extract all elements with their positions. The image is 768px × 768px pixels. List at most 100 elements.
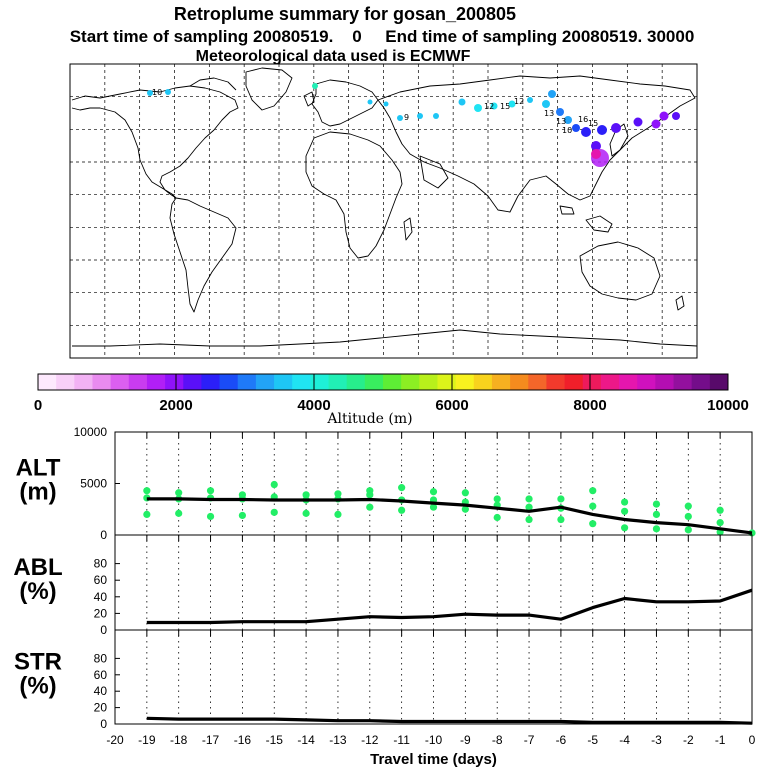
panel-label-name: ALT xyxy=(16,454,61,481)
colorbar-cell xyxy=(383,374,402,390)
scatter-point xyxy=(621,498,629,506)
colorbar-frame xyxy=(37,373,729,391)
scatter-point xyxy=(652,525,661,533)
map-label-dateline: 10 xyxy=(152,88,162,97)
colorbar-cell xyxy=(110,374,130,390)
x-tick-label: -8 xyxy=(492,733,503,747)
panel-label-name: STR xyxy=(14,648,62,675)
panel-alt: 10000 5000 0 ALT(m) xyxy=(16,425,756,542)
scatter-point xyxy=(461,489,469,497)
scatter-point xyxy=(175,489,183,497)
scatter-point xyxy=(270,508,278,516)
y-tick-label: 40 xyxy=(94,684,108,698)
x-tick-label: -20 xyxy=(106,733,124,747)
colorbar-cell xyxy=(328,374,348,390)
time-series-panels: 1000050000ALT(m)806040200ABL(%)806040200… xyxy=(13,425,755,768)
colorbar-cell xyxy=(92,374,112,390)
panel-frame xyxy=(114,629,753,725)
scatter-point xyxy=(621,507,629,515)
scatter-point xyxy=(557,515,565,524)
colorbar-cell xyxy=(74,374,93,390)
scatter-point xyxy=(525,515,533,524)
x-axis-label: Travel time (days) xyxy=(370,751,497,768)
scatter-point xyxy=(206,487,215,495)
colorbar-cell xyxy=(274,374,293,390)
x-tick-label: -17 xyxy=(202,733,220,747)
x-tick-label: 0 xyxy=(749,733,756,747)
scatter-point xyxy=(621,524,629,532)
colorbar-cell xyxy=(473,374,493,390)
colorbar-cell xyxy=(691,374,711,390)
x-tick-label: -2 xyxy=(683,733,694,747)
colorbar-cell xyxy=(310,374,329,390)
world-map: 10 12 13 15 16 10 15 13 9 12 xyxy=(69,63,698,359)
y-tick-label: 10000 xyxy=(74,425,108,439)
colorbar-cell xyxy=(528,374,547,390)
x-tick-label: -3 xyxy=(651,733,662,747)
scatter-point xyxy=(684,526,692,534)
colorbar-cell xyxy=(346,374,366,390)
scatter-point xyxy=(493,495,501,503)
scatter-point xyxy=(652,510,661,518)
colorbar-cell xyxy=(600,374,620,390)
panel-label-name: ABL xyxy=(13,554,62,581)
colorbar-cell xyxy=(56,374,75,390)
colorbar-tick-label: 4000 xyxy=(297,397,330,414)
scatter-point xyxy=(525,503,533,511)
title-line-1: Retroplume summary for gosan_200805 xyxy=(174,4,516,24)
x-tick-label: -11 xyxy=(393,733,410,747)
colorbar-cell xyxy=(255,374,275,390)
colorbar-cell xyxy=(128,374,148,390)
panel-label-unit: (%) xyxy=(19,672,56,699)
colorbar-ticks: 0 2000 4000 6000 8000 10000 xyxy=(34,374,749,414)
scatter-point xyxy=(366,503,374,511)
title-line-2: Start time of sampling 20080519. 0 End t… xyxy=(70,27,695,46)
y-tick-label: 80 xyxy=(94,557,108,571)
colorbar-cell xyxy=(38,374,57,390)
scatter-point xyxy=(302,509,310,517)
map-label-5: 10 xyxy=(562,126,572,135)
colorbar-cell xyxy=(237,374,257,390)
x-tick-label: -12 xyxy=(361,733,379,747)
map-label-9: 12 xyxy=(514,97,524,106)
x-tick-label: -10 xyxy=(425,733,443,747)
colorbar-cell xyxy=(564,374,584,390)
colorbar-tick-label: 6000 xyxy=(435,397,468,414)
x-tick-label: -15 xyxy=(266,733,284,747)
map-label-2: 13 xyxy=(556,117,566,126)
x-tick-label: -16 xyxy=(234,733,252,747)
scatter-point xyxy=(238,511,246,520)
y-tick-label: 0 xyxy=(100,623,107,637)
map-label-1: 12 xyxy=(484,102,494,111)
colorbar-cell xyxy=(510,374,529,390)
scatter-point xyxy=(302,491,310,499)
colorbar-cell xyxy=(619,374,638,390)
colorbar-cell xyxy=(419,374,438,390)
colorbar-cell xyxy=(455,374,475,390)
colorbar-cell xyxy=(637,374,656,390)
y-tick-label: 5000 xyxy=(80,477,107,491)
map-coastlines xyxy=(71,67,698,347)
x-tick-label: -14 xyxy=(297,733,315,747)
scatter-point xyxy=(461,505,469,513)
colorbar-cell xyxy=(655,374,674,390)
scatter-point xyxy=(716,506,724,514)
colorbar-cell xyxy=(437,374,457,390)
scatter-point xyxy=(143,510,151,518)
scatter-point xyxy=(589,520,597,528)
colorbar-tick-label: 2000 xyxy=(159,397,192,414)
x-tick-label: -6 xyxy=(556,733,567,747)
panel-label-unit: (%) xyxy=(19,578,56,605)
colorbar-cell xyxy=(201,374,220,390)
x-tick-label: -1 xyxy=(715,733,726,747)
colorbar-cell xyxy=(673,374,693,390)
y-tick-label: 40 xyxy=(94,590,108,604)
scatter-point xyxy=(589,502,597,510)
scatter-point xyxy=(684,502,692,510)
scatter-point xyxy=(493,513,501,522)
y-tick-label: 60 xyxy=(94,573,108,587)
colorbar-cells xyxy=(38,374,729,390)
colorbar-cell xyxy=(219,374,239,390)
colorbar-cell xyxy=(165,374,184,390)
